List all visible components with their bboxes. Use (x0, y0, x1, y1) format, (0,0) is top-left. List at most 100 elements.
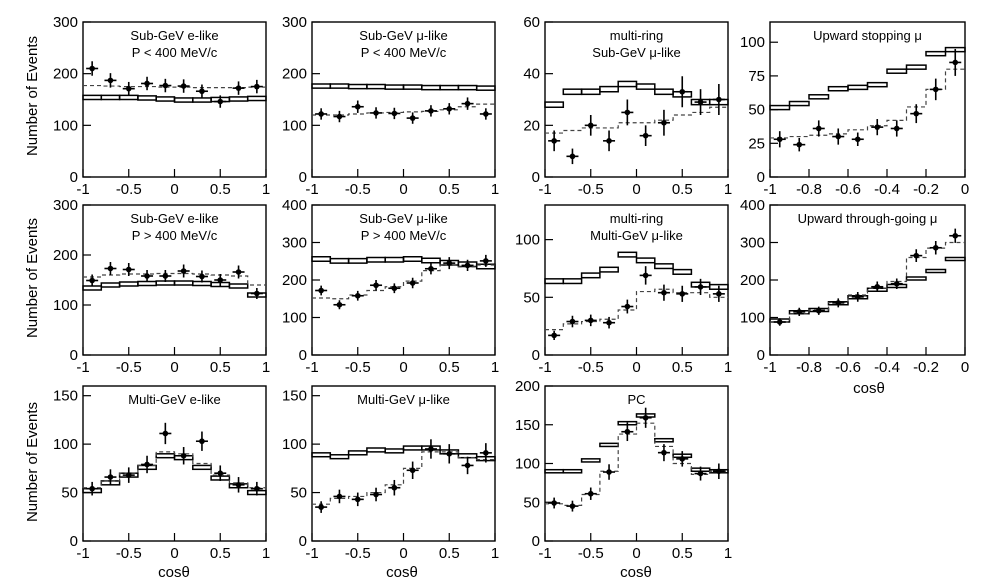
data-marker (551, 500, 557, 506)
ylabel-row-3: Number of Events (24, 402, 41, 522)
data-marker (446, 260, 453, 266)
data-marker (569, 318, 576, 325)
data-marker (162, 273, 169, 279)
data-point (351, 492, 364, 507)
data-marker (162, 82, 169, 89)
data-point (141, 455, 154, 474)
x-tick-label: 1 (491, 181, 499, 198)
panel-title: Multi-GeV μ-like (590, 228, 683, 243)
mc-no-osc-bin (580, 458, 601, 463)
data-marker (624, 428, 631, 435)
x-tick-label: -0.5 (116, 359, 142, 376)
data-point (122, 81, 135, 96)
y-tick-label: 300 (282, 14, 307, 31)
data-point (232, 81, 245, 95)
data-point (461, 259, 474, 271)
data-point (639, 266, 652, 285)
panel-title: P > 400 MeV/c (361, 228, 447, 243)
data-marker (373, 282, 379, 289)
ylabel-row-2: Number of Events (24, 218, 41, 338)
xlabel-col-1: cosθ (158, 564, 190, 581)
data-point (388, 479, 401, 496)
data-point (712, 84, 725, 115)
data-point (370, 487, 383, 502)
data-marker (354, 292, 361, 299)
data-marker (679, 88, 686, 95)
data-marker (661, 289, 667, 296)
data-point (929, 78, 942, 101)
data-marker (716, 291, 722, 297)
mc-no-osc-bin (599, 85, 619, 93)
data-point (443, 444, 456, 464)
data-marker (446, 451, 453, 457)
mc-no-osc-bin (599, 266, 619, 273)
panel-5: 0 100 200 300 -1 -0.5 0 0.5 1 Sub-GeV e-like P > 4… (53, 197, 270, 376)
data-point (584, 115, 597, 136)
data-marker (254, 290, 260, 297)
data-point (195, 270, 208, 283)
data-point (443, 257, 456, 270)
mc-no-osc-bin (925, 268, 947, 274)
x-tick-label: 0.5 (439, 181, 460, 198)
y-tick-label: 200 (282, 66, 307, 83)
y-tick-label: 100 (53, 297, 78, 314)
x-tick-label: -1 (763, 359, 776, 376)
mc-no-osc-bin (475, 85, 496, 91)
data-point (214, 274, 227, 286)
data-point (333, 300, 346, 310)
data-point (639, 125, 652, 146)
y-tick-label: 300 (53, 197, 78, 214)
data-marker (606, 319, 612, 326)
data-marker (679, 456, 686, 462)
mc-no-osc-bin (562, 468, 583, 474)
data-marker (697, 99, 704, 105)
data-marker (428, 446, 434, 452)
y-tick-label: 150 (282, 388, 307, 405)
data-point (676, 285, 689, 302)
x-tick-label: 1 (262, 181, 270, 198)
panel-7: 0 50 100 -1 -0.5 0 0.5 1 multi-ring Multi-GeV μ-l… (515, 204, 732, 376)
data-marker (854, 136, 861, 143)
data-marker (913, 110, 920, 117)
mc-no-osc-bin (654, 263, 674, 270)
y-tick-label: 25 (748, 135, 765, 152)
data-marker (716, 96, 722, 103)
mc-osc-line (312, 451, 495, 505)
x-tick-label: 1 (491, 545, 499, 562)
data-marker (162, 430, 169, 437)
mc-osc-line (312, 264, 495, 300)
mc-no-osc-bin (384, 448, 405, 454)
mc-osc-line (770, 68, 965, 139)
data-marker (815, 125, 822, 132)
xlabel-col-3: cosθ (620, 564, 652, 581)
data-point (793, 307, 806, 316)
data-point (406, 112, 419, 124)
data-point (250, 481, 263, 496)
data-marker (716, 468, 722, 475)
data-marker (796, 141, 803, 148)
data-point (712, 285, 725, 302)
data-marker (217, 98, 224, 105)
x-tick-label: -0.4 (874, 181, 900, 198)
panel-1: 0 100 200 300 -1 -0.5 0 0.5 1 Sub-GeV e-like P < 4… (53, 14, 270, 198)
x-tick-label: -0.8 (796, 359, 822, 376)
x-tick-label: 1 (262, 359, 270, 376)
mc-no-osc-bin (329, 454, 350, 460)
x-tick-label: 1 (724, 545, 732, 562)
x-tick-label: -0.6 (835, 359, 861, 376)
data-marker (180, 452, 187, 459)
y-tick-label: 0 (532, 533, 540, 550)
y-tick-label: 100 (282, 436, 307, 453)
plot-frame (311, 385, 496, 542)
data-marker (217, 470, 224, 476)
x-tick-label: -0.6 (835, 181, 861, 198)
mc-osc-line (545, 106, 728, 134)
panel-title: Multi-GeV e-like (128, 392, 220, 407)
y-tick-label: 100 (515, 456, 540, 473)
panel-title: Upward stopping μ (813, 28, 922, 43)
y-tick-label: 50 (61, 485, 78, 502)
mc-no-osc-bin (672, 268, 693, 275)
plot-frame (769, 21, 966, 178)
y-tick-label: 100 (740, 310, 765, 327)
x-tick-label: -0.5 (578, 545, 604, 562)
